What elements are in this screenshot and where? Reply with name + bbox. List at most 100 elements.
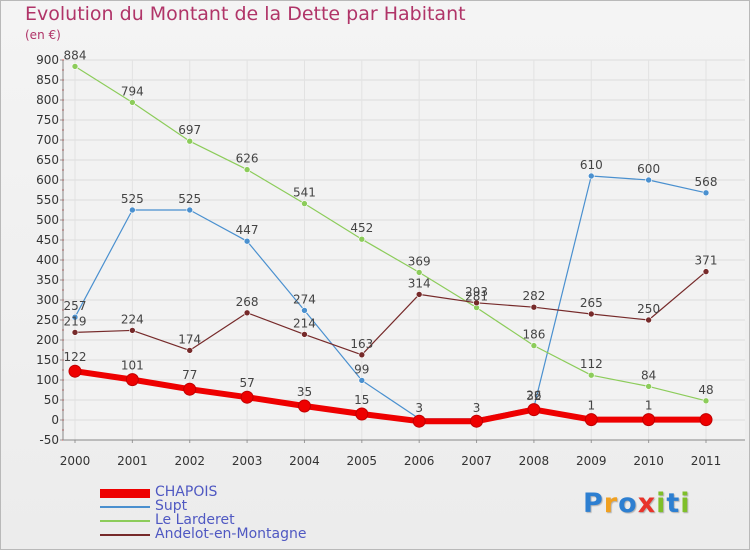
- data-point: [473, 299, 480, 307]
- data-label: 274: [293, 292, 316, 306]
- legend-swatch: [100, 506, 150, 508]
- data-point: [358, 235, 366, 243]
- data-point: [243, 237, 251, 245]
- y-tick-label: -50: [39, 433, 59, 447]
- x-tick-label: 2000: [60, 454, 91, 468]
- data-label: 525: [121, 192, 144, 206]
- y-tick-label: 100: [36, 373, 59, 387]
- data-label: 447: [236, 223, 259, 237]
- data-point: [699, 413, 713, 427]
- data-label: 174: [178, 332, 201, 346]
- proxiti-logo: Proxiti: [583, 488, 691, 519]
- logo-letter: t: [666, 488, 681, 519]
- data-point: [125, 373, 139, 387]
- data-label: 99: [354, 362, 369, 376]
- data-label: 26: [526, 389, 541, 403]
- data-point: [186, 137, 194, 145]
- x-tick-label: 2004: [289, 454, 320, 468]
- legend-label: CHAPOIS: [155, 484, 218, 500]
- data-point: [129, 99, 136, 106]
- data-label: 15: [354, 393, 369, 407]
- data-label: 3: [415, 401, 423, 415]
- y-tick-label: 550: [36, 193, 59, 207]
- chart-title: Evolution du Montant de la Dette par Hab…: [25, 3, 466, 25]
- logo-letter: x: [637, 488, 657, 519]
- series-line-supt: [74, 175, 707, 420]
- data-point: [530, 342, 538, 349]
- data-point: [129, 206, 136, 214]
- data-label: 32: [526, 389, 541, 403]
- logo-letter: i: [656, 488, 667, 519]
- data-point: [587, 371, 595, 379]
- data-label: 112: [580, 357, 603, 371]
- data-label: 314: [408, 276, 431, 290]
- data-point: [240, 390, 254, 404]
- data-label: 600: [637, 162, 660, 176]
- y-tick-label: 0: [51, 413, 59, 427]
- series-line-chapois: [72, 368, 709, 425]
- data-point: [645, 176, 652, 184]
- data-label: 186: [522, 328, 545, 342]
- data-point: [243, 166, 251, 173]
- plot-area: [63, 60, 745, 440]
- unit-label: (en €): [25, 28, 61, 42]
- data-label: 84: [641, 368, 656, 382]
- data-label: 265: [580, 296, 603, 310]
- data-label: 3: [473, 401, 481, 415]
- data-label: 122: [64, 350, 87, 364]
- data-label: 282: [522, 289, 545, 303]
- logo-letter: i: [680, 488, 691, 519]
- x-tick-label: 2005: [347, 454, 378, 468]
- y-tick-label: 800: [36, 93, 59, 107]
- data-point: [243, 309, 251, 317]
- data-label: 214: [293, 316, 316, 330]
- data-point: [530, 303, 538, 311]
- y-tick-label: 350: [36, 273, 59, 287]
- series-line-le-larderet: [74, 65, 707, 402]
- legend-swatch: [100, 534, 150, 536]
- legend-label: Andelot-en-Montagne: [155, 526, 307, 542]
- logo-letter: o: [618, 488, 638, 519]
- data-label: 101: [121, 359, 144, 373]
- y-tick-label: 700: [36, 133, 59, 147]
- data-point: [301, 200, 308, 207]
- data-label: 371: [695, 254, 718, 268]
- data-point: [587, 310, 595, 318]
- data-point: [470, 414, 484, 428]
- data-point: [584, 413, 598, 427]
- data-point: [186, 347, 194, 354]
- data-label: 250: [637, 302, 660, 316]
- data-point: [415, 291, 423, 298]
- data-label: 163: [350, 337, 373, 351]
- data-point: [702, 268, 710, 275]
- data-label: 626: [236, 152, 259, 166]
- x-tick-label: 2006: [404, 454, 435, 468]
- data-point: [702, 397, 710, 405]
- data-label: 610: [580, 158, 603, 172]
- x-tick-label: 2008: [519, 454, 550, 468]
- data-point: [415, 269, 423, 276]
- data-label: 525: [178, 192, 201, 206]
- legend-swatch: [100, 520, 150, 522]
- data-label: 293: [465, 285, 488, 299]
- data-label: 77: [182, 368, 197, 382]
- x-tick-label: 2010: [633, 454, 664, 468]
- y-tick-label: 600: [36, 173, 59, 187]
- data-label: 1: [587, 399, 595, 413]
- data-label: 281: [465, 290, 488, 304]
- legend-swatch: [100, 488, 150, 498]
- data-point: [297, 399, 311, 413]
- data-label: 697: [178, 123, 201, 137]
- x-tick-label: 2009: [576, 454, 607, 468]
- data-label: 568: [695, 175, 718, 189]
- logo-letter: P: [583, 488, 604, 519]
- data-point: [645, 316, 652, 324]
- data-label: 369: [408, 254, 431, 268]
- legend-label: Le Larderet: [155, 512, 235, 528]
- y-tick-label: 750: [36, 113, 59, 127]
- series-line-andelot-en-montagne: [74, 271, 707, 356]
- data-point: [412, 414, 426, 428]
- y-tick-label: 500: [36, 213, 59, 227]
- data-point: [527, 403, 541, 417]
